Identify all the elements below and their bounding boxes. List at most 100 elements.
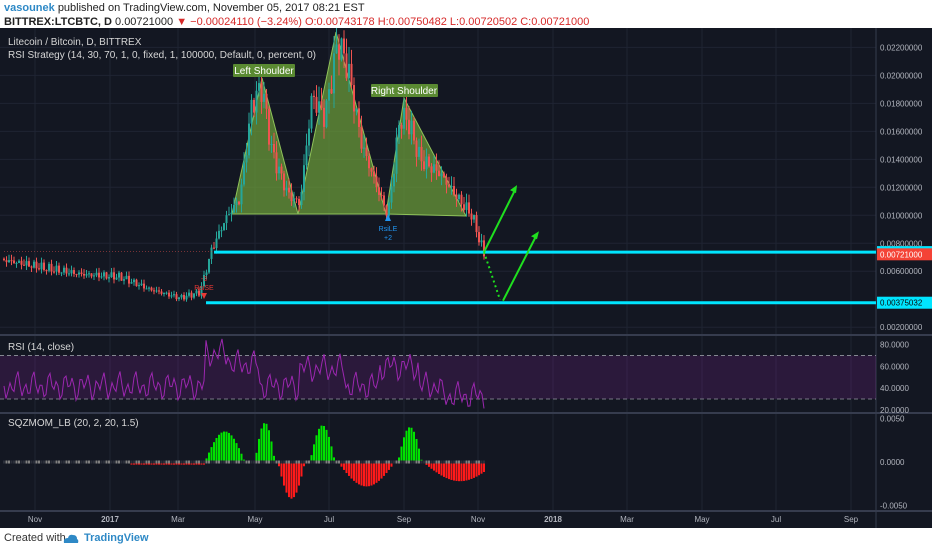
squeeze-dot [138, 460, 140, 464]
momentum-bar [375, 462, 378, 483]
squeeze-dot [195, 460, 198, 464]
candle-body [475, 215, 478, 233]
candle-body [145, 288, 148, 290]
momentum-bar [455, 462, 458, 481]
squeeze-dot [153, 460, 155, 464]
momentum-bar [445, 462, 448, 479]
squeeze-dot [95, 460, 98, 464]
candle-body [325, 100, 328, 127]
candle-body [320, 101, 323, 108]
momentum-bar [293, 462, 295, 498]
candle-body [328, 89, 330, 101]
squeeze-dot [43, 460, 45, 464]
candle-body [248, 123, 250, 156]
momentum-bar [320, 425, 323, 462]
squeeze-dot [223, 460, 225, 464]
squeeze-dot [218, 460, 220, 464]
candle-body [200, 286, 203, 296]
momentum-bar [240, 453, 243, 462]
candle-body [240, 184, 243, 205]
label-box [233, 64, 295, 77]
squeeze-dot [118, 460, 120, 464]
squeeze-dot [270, 460, 273, 464]
rsi-pane[interactable] [0, 338, 876, 409]
price-tick-label: 0.01600000 [880, 127, 923, 136]
squeeze-dot [183, 460, 185, 464]
candle-body [185, 295, 188, 300]
candle-body [478, 232, 480, 243]
candle-body [373, 171, 375, 177]
momentum-bar [260, 428, 263, 462]
candle-body [55, 265, 58, 272]
candle-body [15, 262, 18, 264]
price-tick-label: 0.00600000 [880, 267, 923, 276]
candle-body [378, 187, 380, 195]
squeeze-dot [125, 460, 128, 464]
squeeze-dot [353, 460, 355, 464]
squeeze-dot [400, 460, 403, 464]
candle-body [43, 262, 45, 271]
squeeze-dot [165, 460, 168, 464]
symbol-info: BITTREX:LTCBTC, D 0.00721000 ▼ −0.000241… [4, 16, 589, 28]
candle-body [440, 173, 443, 177]
tradingview-brand-link[interactable]: TradingView [84, 532, 149, 544]
price-tick-label: 0.01800000 [880, 99, 923, 108]
sqzmom-pane[interactable] [3, 423, 485, 499]
squeeze-dot [453, 460, 455, 464]
squeeze-dot [65, 460, 68, 464]
squeeze-dot [475, 460, 478, 464]
candle-body [448, 184, 450, 187]
momentum-bar [285, 462, 288, 493]
squeeze-dot [473, 460, 475, 464]
candle-body [178, 297, 180, 300]
symbol-label: BITTREX:LTCBTC, D [4, 16, 112, 28]
momentum-bar [460, 462, 463, 482]
momentum-bar [378, 462, 380, 481]
squeeze-dot [393, 460, 395, 464]
chart-axes: 0.02200000 0.02000000 0.01800000 0.01600000… [28, 28, 932, 524]
squeeze-dot [433, 460, 435, 464]
candle-body [108, 277, 110, 279]
candle-body [343, 38, 345, 54]
candle-body [480, 240, 483, 243]
squeeze-dot [8, 460, 10, 464]
chart-canvas[interactable]: Left Shoulder Right Shoulder RsiLE +2 -3 RsiS… [0, 28, 932, 528]
squeeze-dot [343, 460, 345, 464]
candle-body [380, 194, 383, 196]
momentum-bar [403, 437, 405, 462]
momentum-bar [208, 452, 210, 462]
candle-body [250, 99, 253, 124]
rsi-short-qty: -3 [201, 276, 207, 283]
candle-body [423, 161, 425, 170]
price-tick-label: 0.01200000 [880, 183, 923, 192]
momentum-bar [380, 462, 383, 479]
price-pane[interactable]: Left Shoulder Right Shoulder RsiLE +2 -3 RsiS… [3, 28, 876, 305]
squeeze-dot [193, 460, 195, 464]
candle-body [413, 120, 415, 141]
time-tick-label: Mar [171, 515, 185, 524]
candle-body [110, 272, 113, 278]
momentum-bar [283, 462, 285, 486]
squeeze-dot [83, 460, 85, 464]
squeeze-dot [150, 460, 153, 464]
momentum-bar [310, 455, 313, 462]
squeeze-dot [313, 460, 315, 464]
candle-body [308, 128, 310, 146]
momentum-bar [458, 462, 460, 482]
squeeze-dot [105, 460, 108, 464]
momentum-bar [303, 462, 305, 467]
squeeze-dot [438, 460, 440, 464]
candle-body [35, 261, 38, 269]
squeeze-dot [200, 460, 203, 464]
author-name[interactable]: vasounek [4, 2, 55, 14]
squeeze-dot [30, 460, 33, 464]
candle-body [193, 293, 195, 298]
squeeze-dot [110, 460, 113, 464]
momentum-bar [263, 423, 265, 462]
candle-body [3, 258, 5, 261]
squeeze-dot [323, 460, 325, 464]
chart-background [0, 28, 932, 528]
candle-body [195, 290, 198, 294]
candle-body [223, 223, 225, 231]
candle-body [165, 292, 168, 294]
